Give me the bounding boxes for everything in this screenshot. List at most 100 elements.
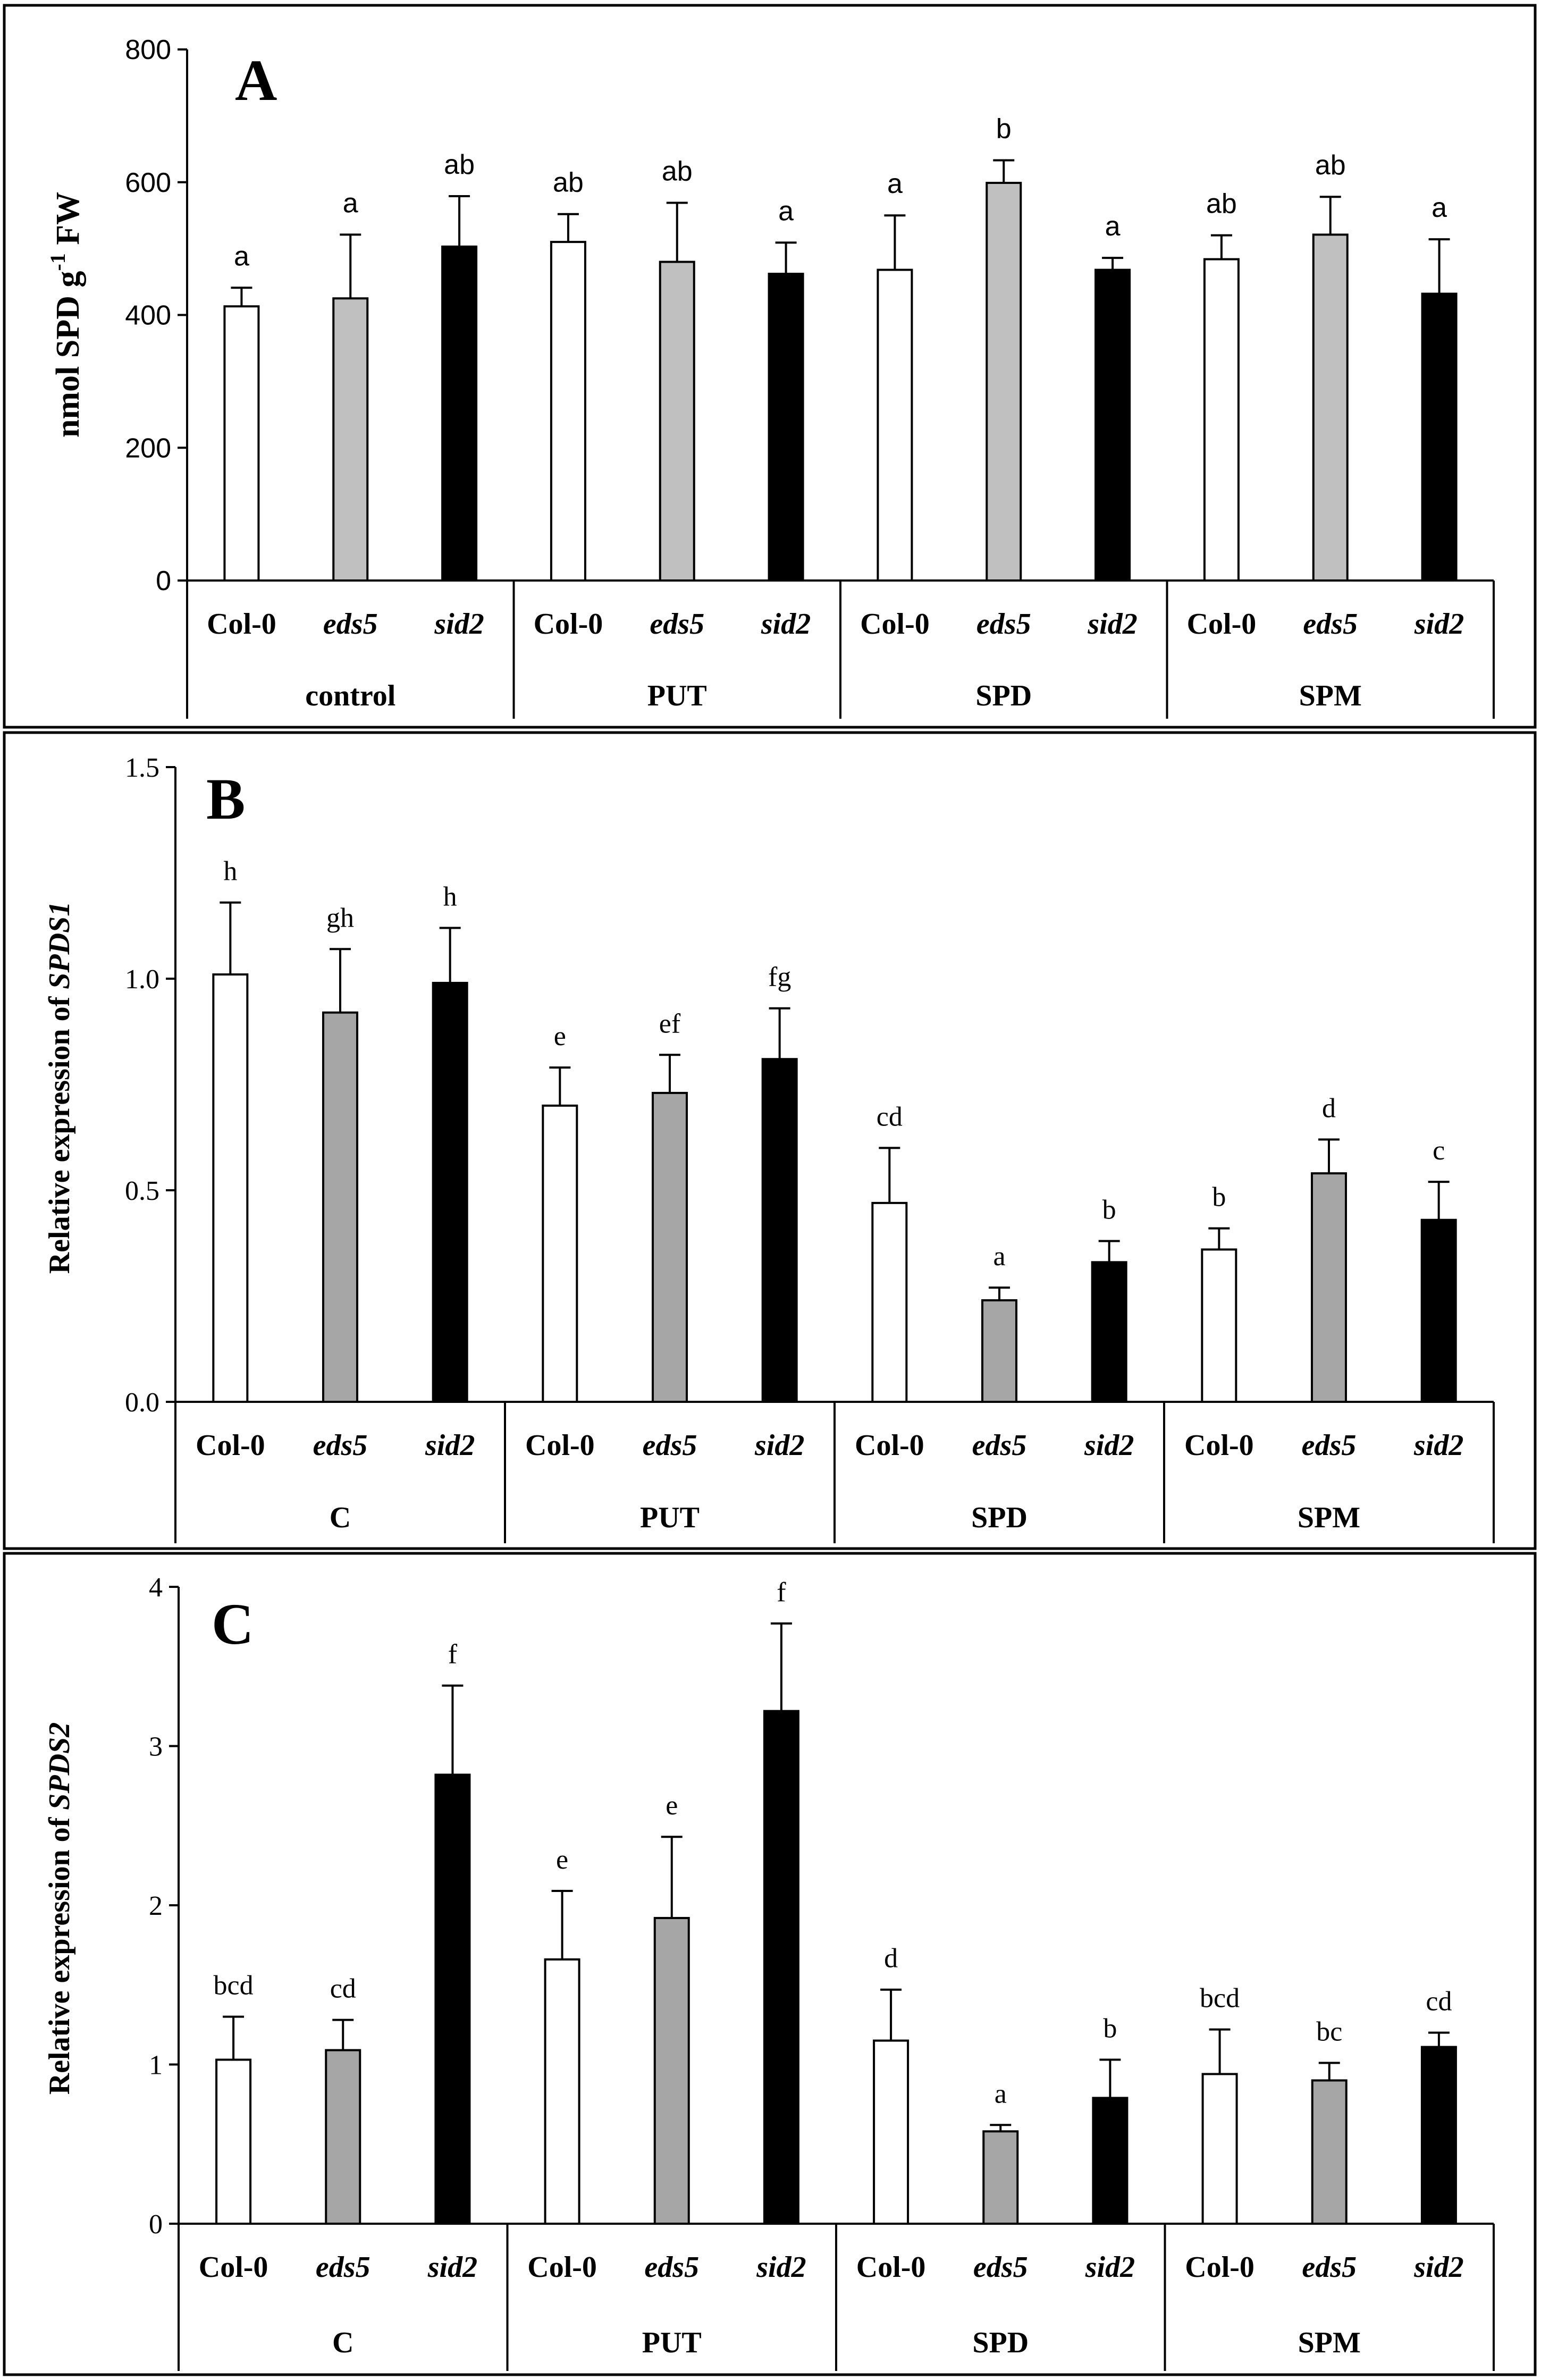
y-axis-title-main: Relative expression of (43, 989, 76, 1274)
significance-letter: a (887, 169, 903, 199)
y-axis-title-main: nmol SPD g (50, 271, 86, 438)
group-label: PUT (647, 679, 707, 712)
panel-b-chart: 0.0 0.5 1.0 1.5 Relative expression of SPDS1… (43, 753, 1495, 1543)
bar (768, 273, 804, 582)
significance-letter: h (223, 856, 237, 887)
genotype-label: Col-0 (527, 2251, 597, 2284)
group-label: PUT (640, 1501, 700, 1534)
bar (223, 305, 260, 582)
y-tick-label: 1.0 (125, 964, 159, 995)
genotype-label: eds5 (973, 2251, 1028, 2284)
genotype-label: eds5 (323, 608, 378, 641)
significance-letter: ab (444, 149, 475, 180)
significance-letter: a (995, 2079, 1007, 2109)
genotype-label: sid2 (1414, 608, 1464, 641)
bar (1201, 2073, 1238, 2225)
bar (653, 1916, 690, 2225)
bar (1094, 268, 1131, 582)
genotype-label: Col-0 (1184, 1429, 1254, 1462)
significance-letter: a (234, 241, 249, 272)
genotype-label: eds5 (316, 2251, 370, 2284)
significance-letter: a (343, 188, 358, 218)
genotype-label: eds5 (1302, 2251, 1357, 2284)
bar (550, 241, 586, 582)
y-tick-label: 400 (125, 300, 171, 331)
genotype-label: Col-0 (525, 1429, 595, 1462)
group-label: SPD (971, 1501, 1028, 1534)
y-axis-title-unit: FW (50, 192, 86, 253)
significance-letter: cd (1426, 1987, 1452, 2017)
significance-letter: d (884, 1944, 898, 1974)
group-label: SPM (1298, 1501, 1360, 1534)
y-tick-label: 3 (149, 1732, 163, 1762)
significance-letter: e (666, 1790, 678, 1821)
bar (652, 1091, 688, 1403)
genotype-label: sid2 (427, 2251, 477, 2284)
bar (1201, 1248, 1237, 1403)
significance-letter: ab (1206, 189, 1237, 220)
genotype-label: Col-0 (199, 2251, 268, 2284)
significance-letter: bc (1316, 2017, 1342, 2047)
bar (325, 2049, 361, 2225)
bar (761, 1058, 798, 1403)
group-label: SPM (1299, 679, 1362, 712)
group-label: C (332, 2326, 353, 2359)
group-label: C (330, 1501, 351, 1534)
y-tick-label: 4 (149, 1572, 163, 1603)
genotype-label: Col-0 (534, 608, 603, 641)
significance-letter: f (448, 1639, 458, 1670)
genotype-label: eds5 (313, 1429, 368, 1462)
genotype-label: sid2 (1084, 1429, 1134, 1462)
genotype-label: eds5 (1303, 608, 1358, 641)
genotype-label: sid2 (761, 608, 811, 641)
genotype-label: sid2 (1413, 1429, 1463, 1462)
bar (763, 1710, 799, 2225)
bar (982, 2130, 1019, 2225)
significance-letter: bcd (1200, 1983, 1240, 2014)
panel-b-frame (3, 731, 1537, 1550)
significance-letter: b (1212, 1182, 1226, 1213)
bar (1092, 2097, 1129, 2225)
genotype-label: sid2 (434, 608, 484, 641)
significance-letter: e (554, 1021, 566, 1052)
bar (332, 297, 369, 582)
bar (1311, 1172, 1347, 1403)
y-tick-label: 0.5 (125, 1176, 159, 1206)
bar (215, 2058, 252, 2225)
genotype-label: Col-0 (1185, 2251, 1254, 2284)
bar (1203, 258, 1240, 582)
panel-c-frame (3, 1552, 1537, 2376)
significance-letter: cd (877, 1101, 903, 1132)
bar (1420, 2046, 1457, 2225)
significance-letter: b (1102, 1195, 1116, 1225)
genotype-label: Col-0 (855, 1429, 924, 1462)
bar (1420, 1218, 1457, 1403)
bar (981, 1299, 1017, 1403)
genotype-label: eds5 (972, 1429, 1027, 1462)
group-label: PUT (642, 2326, 702, 2359)
genotype-label: sid2 (425, 1429, 475, 1462)
significance-letter: b (1103, 2014, 1117, 2044)
significance-letter: a (778, 196, 794, 226)
genotype-label: sid2 (1413, 2251, 1463, 2284)
y-axis-title-superscript: -1 (46, 253, 70, 271)
significance-letter: b (996, 114, 1012, 145)
significance-letter: f (777, 1577, 786, 1608)
y-tick-label: 200 (125, 433, 171, 464)
y-tick-label: 800 (125, 35, 171, 65)
genotype-label: sid2 (754, 1429, 804, 1462)
y-tick-label: 1 (149, 2050, 163, 2081)
significance-letter: a (1105, 211, 1121, 242)
group-label: SPD (972, 2326, 1029, 2359)
bar (1421, 292, 1458, 582)
y-axis-title: Relative expression of SPDS2 (43, 1722, 76, 2095)
bar (659, 260, 695, 582)
significance-letter: c (1433, 1136, 1445, 1166)
significance-letter: a (993, 1241, 1005, 1272)
genotype-label: sid2 (1085, 2251, 1135, 2284)
bar (873, 2039, 910, 2225)
genotype-label: Col-0 (196, 1429, 265, 1462)
genotype-label: Col-0 (860, 608, 930, 641)
